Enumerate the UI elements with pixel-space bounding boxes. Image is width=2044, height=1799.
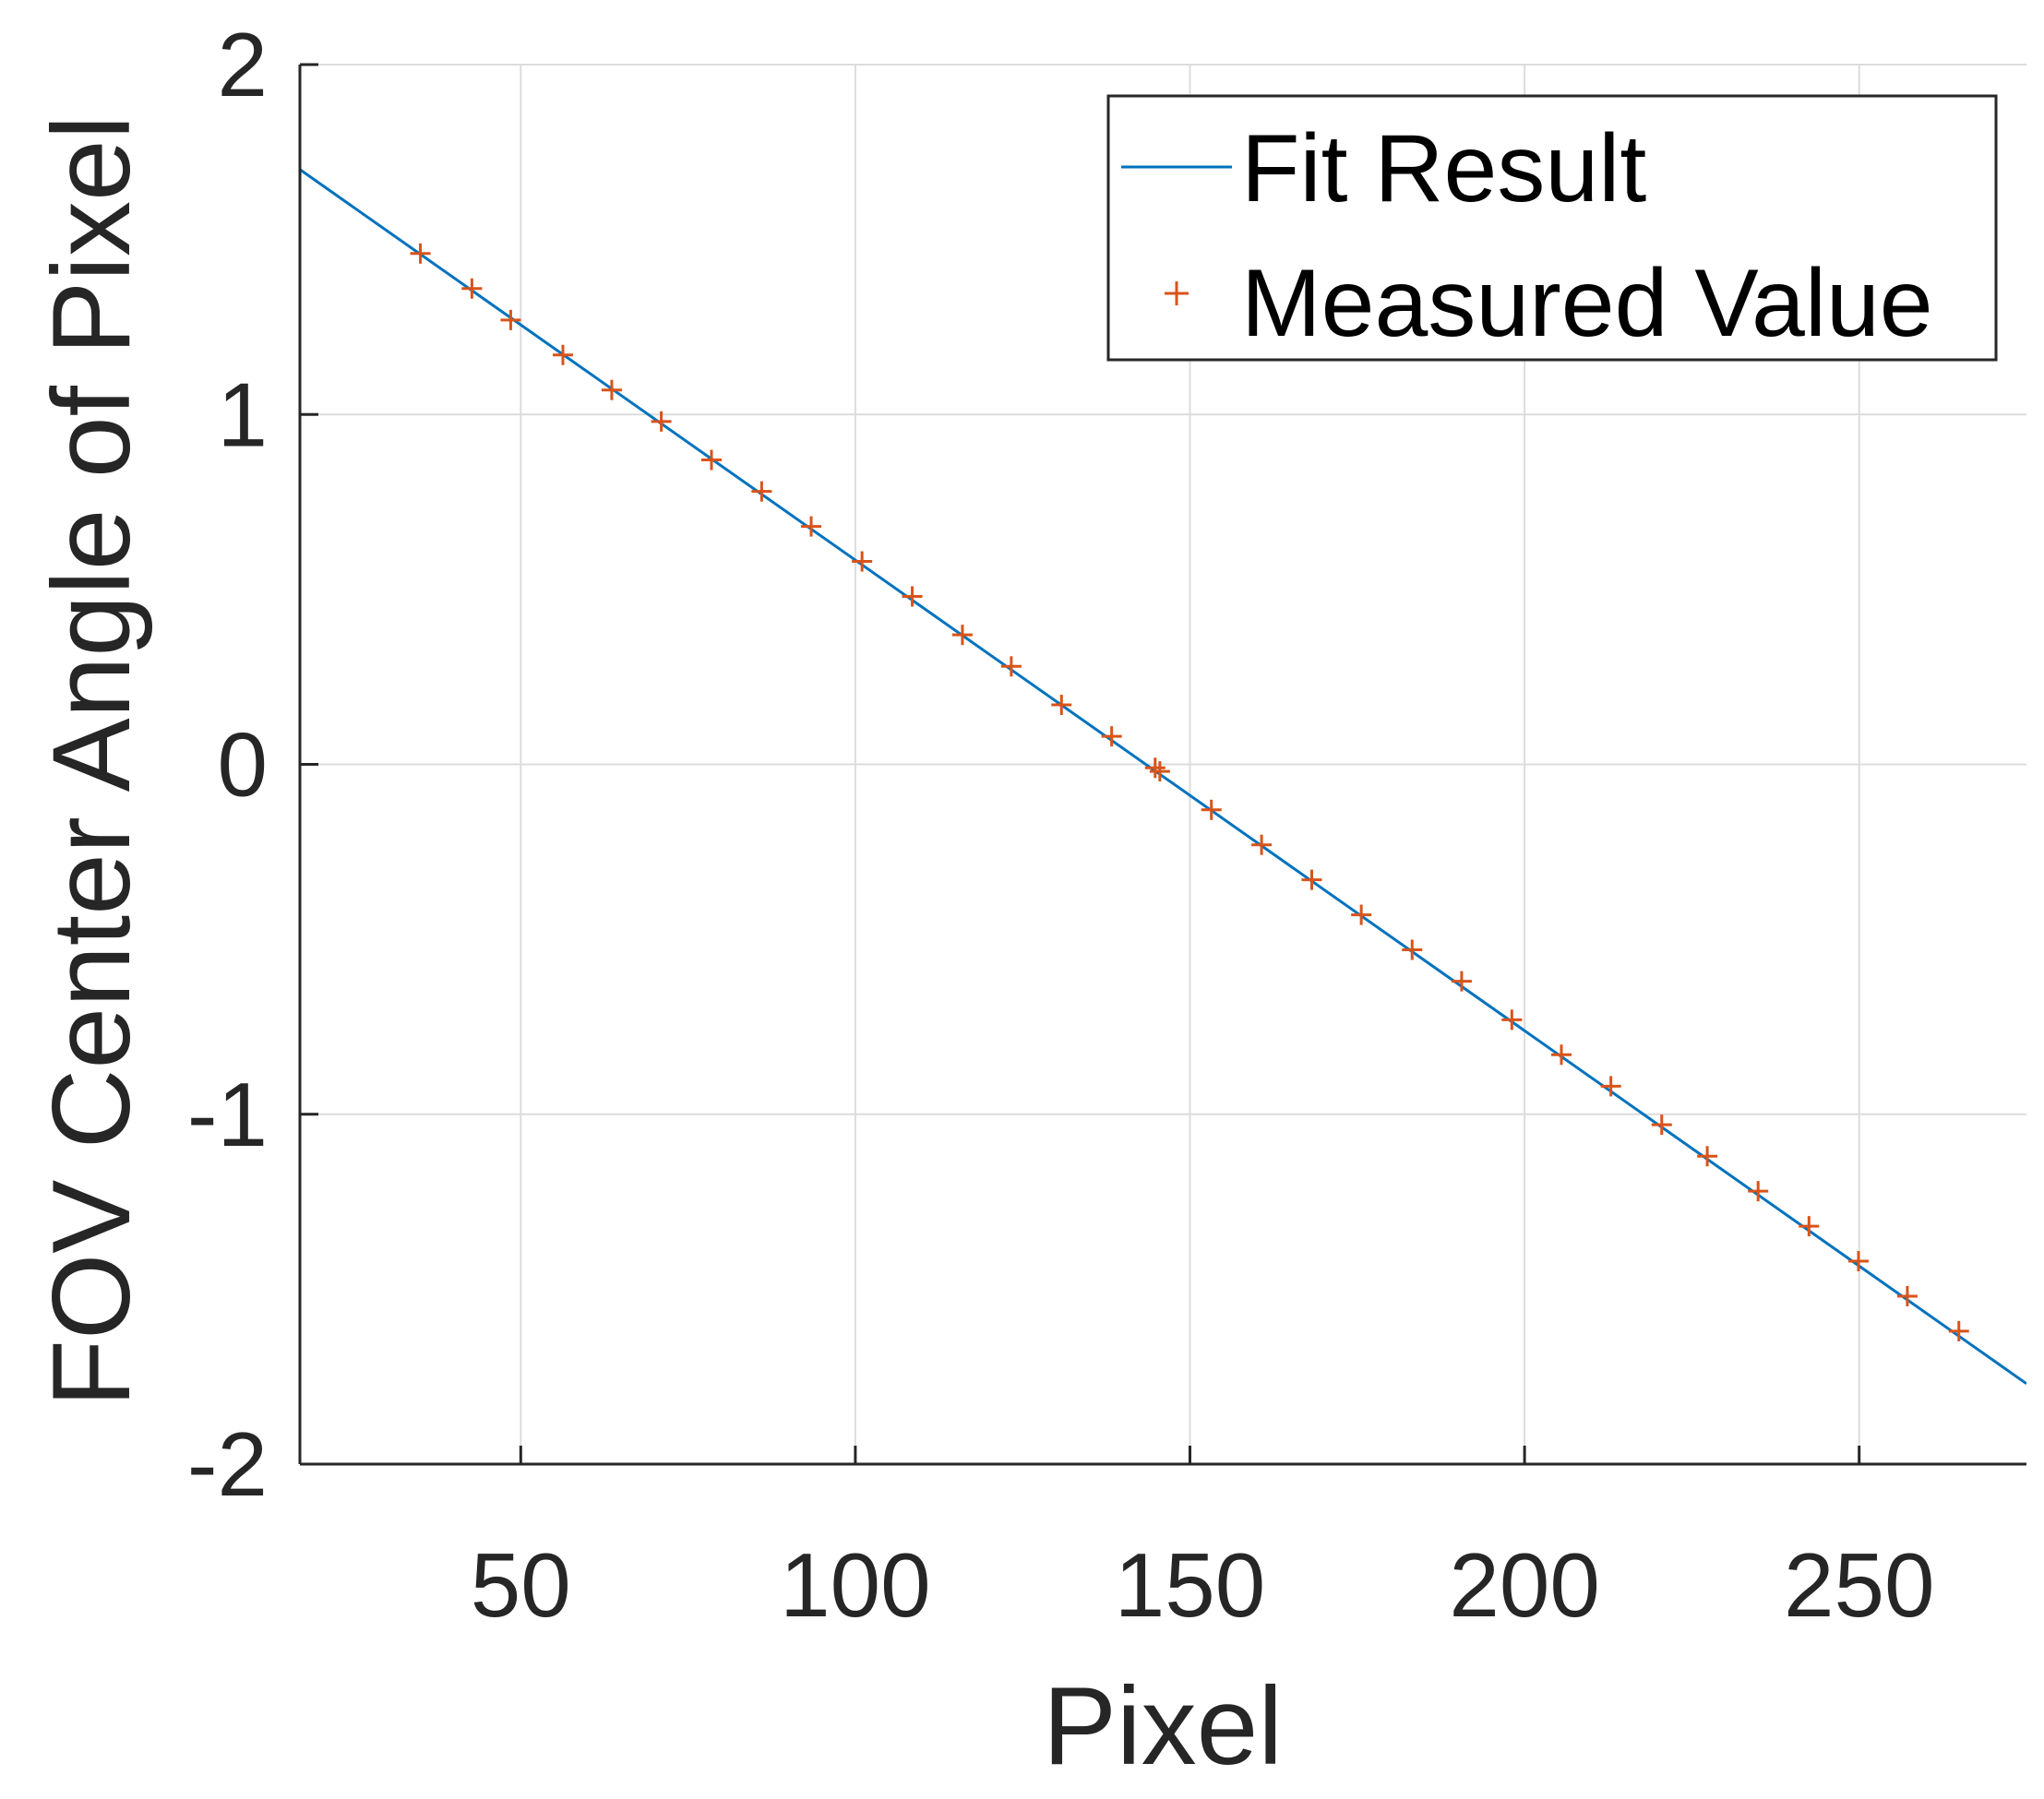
legend-measured-label: Measured Value xyxy=(1241,250,1933,357)
measured-value-point xyxy=(902,586,923,607)
measured-value-point xyxy=(461,278,483,299)
measured-value-point xyxy=(410,243,431,264)
measured-value-point xyxy=(1201,799,1222,820)
y-tick-label: 1 xyxy=(217,363,268,465)
measured-value-point xyxy=(1748,1181,1769,1202)
legend: Fit Result Measured Value xyxy=(1106,94,1998,362)
measured-value-point xyxy=(1600,1076,1621,1097)
measured-value-point xyxy=(751,481,772,502)
measured-value-point xyxy=(553,344,574,365)
x-tick-label: 150 xyxy=(1115,1534,1266,1636)
measured-value-point xyxy=(1896,1285,1918,1306)
measured-value-point xyxy=(1501,1009,1523,1031)
y-tick-label: 0 xyxy=(217,714,268,816)
measured-value-point xyxy=(1051,695,1072,716)
measured-value-point xyxy=(1101,726,1122,747)
measured-value-point xyxy=(951,625,973,646)
measured-value-point xyxy=(1451,971,1472,992)
y-tick-label: -1 xyxy=(187,1064,268,1165)
measured-value-point xyxy=(1799,1216,1820,1237)
y-tick-label: -2 xyxy=(187,1413,268,1515)
tick-labels: 50 100 150 200 250 -2 -1 0 1 2 xyxy=(187,14,1935,1636)
measured-value-point xyxy=(1251,834,1273,855)
x-axis-label: Pixel xyxy=(1043,1664,1283,1788)
measured-value-point xyxy=(1351,904,1372,925)
x-tick-label: 50 xyxy=(471,1534,571,1636)
x-tick-label: 200 xyxy=(1449,1534,1600,1636)
axes xyxy=(298,63,2026,1466)
measured-value-point xyxy=(700,449,722,471)
measured-value-point xyxy=(1402,939,1423,960)
measured-value-point xyxy=(801,516,822,537)
measured-value-point xyxy=(1697,1146,1718,1167)
measured-value-point xyxy=(1948,1320,1969,1341)
legend-fit-label: Fit Result xyxy=(1241,115,1646,222)
measured-value-point xyxy=(852,551,873,572)
measured-value-point xyxy=(651,411,672,432)
measured-value-point xyxy=(1301,869,1322,890)
legend-box xyxy=(1106,94,1998,362)
measured-value-point xyxy=(500,309,521,330)
measured-value-point xyxy=(1550,1044,1572,1066)
measured-value-point xyxy=(1144,757,1165,779)
fit-result-line xyxy=(300,168,2026,1385)
x-tick-label: 250 xyxy=(1784,1534,1935,1636)
measured-value-point xyxy=(1651,1114,1672,1136)
y-axis-label: FOV Center Angle of Pixel xyxy=(30,115,153,1408)
x-tick-label: 100 xyxy=(780,1534,931,1636)
measured-value-point xyxy=(1847,1251,1869,1272)
measured-value-point xyxy=(1149,761,1170,782)
legend-measured-swatch xyxy=(1165,281,1189,305)
fit-result-layer xyxy=(300,168,2026,1385)
measured-value-point xyxy=(1000,656,1022,677)
y-tick-label: 2 xyxy=(217,14,268,115)
measured-value-layer xyxy=(410,243,1969,1341)
measured-value-point xyxy=(601,379,622,400)
